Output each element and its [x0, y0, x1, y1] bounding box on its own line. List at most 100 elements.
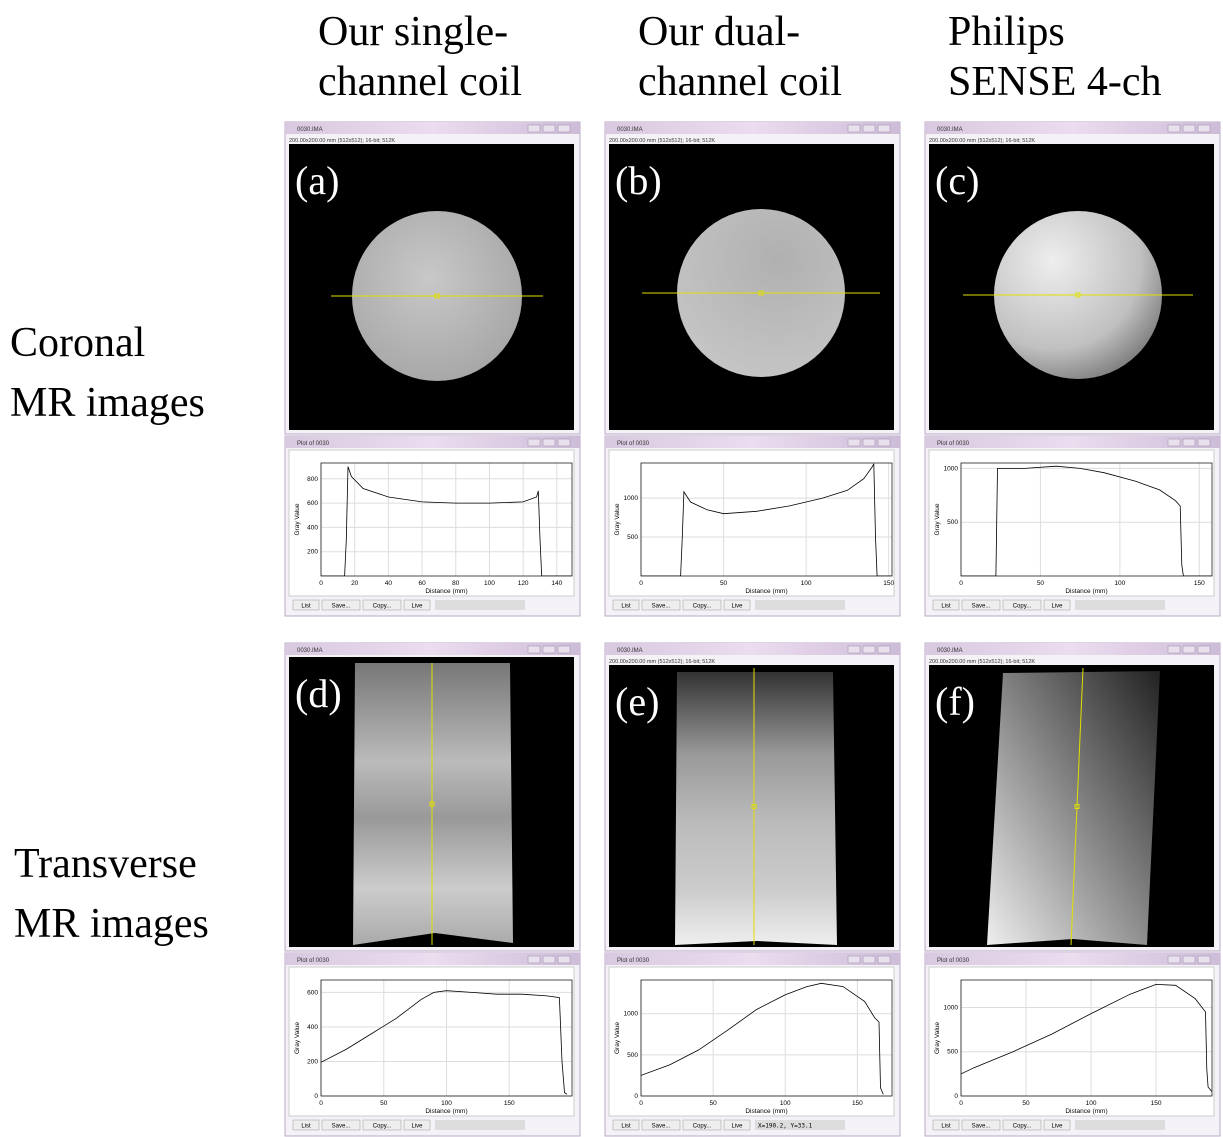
window-control — [878, 646, 890, 653]
x-tick-label: 0 — [639, 1100, 643, 1107]
panel-label: (a) — [295, 158, 339, 203]
plot-bg — [929, 967, 1214, 1116]
window-control — [878, 956, 890, 963]
plot-button-label: Save... — [652, 1124, 671, 1130]
plot-button-label: List — [941, 604, 951, 610]
column-header: channel coil — [318, 59, 522, 105]
window-control — [1198, 125, 1210, 132]
panel-label: (f) — [935, 679, 975, 724]
window-control — [848, 125, 860, 132]
figure: Our single-channel coilOur dual-channel … — [0, 0, 1223, 1137]
plot-button-label: List — [621, 1124, 631, 1130]
window-control — [558, 646, 570, 653]
row-label: Transverse — [14, 841, 197, 887]
plot-window: Plot of 00300501001505001000Distance (mm… — [925, 436, 1220, 616]
x-tick-label: 150 — [852, 1100, 863, 1107]
x-tick-label: 100 — [780, 1100, 791, 1107]
plot-button-label: List — [301, 604, 311, 610]
plot-button-label: Copy... — [373, 604, 392, 610]
x-tick-label: 20 — [351, 580, 359, 587]
y-tick-label: 200 — [307, 1058, 318, 1065]
plot-button-label: Copy... — [693, 604, 712, 610]
y-tick-label: 1000 — [624, 1011, 639, 1018]
panel-label: (c) — [935, 158, 979, 203]
plot-button-label: Save... — [972, 604, 991, 610]
y-tick-label: 1000 — [624, 495, 639, 502]
image-info: 200.00x200.00 mm (512x512); 16-bit; 512K — [289, 138, 395, 144]
y-axis-label: Gray Value — [614, 503, 621, 535]
window-control — [878, 439, 890, 446]
image-info: 200.00x200.00 mm (512x512); 16-bit; 512K — [929, 659, 1035, 665]
window-title: 0030.IMA — [937, 127, 963, 133]
plot-button-label: Copy... — [1013, 604, 1032, 610]
window-control — [1198, 439, 1210, 446]
window-control — [1168, 956, 1180, 963]
window-title: 0030.IMA — [617, 127, 643, 133]
window-title: 0030.IMA — [297, 648, 323, 654]
window-control — [863, 646, 875, 653]
image-window: 0030.IMA 200.00x200.00 mm (512x512); 16-b… — [285, 122, 580, 434]
window-title: Plot of 0030 — [937, 441, 970, 447]
y-tick-label: 0 — [954, 1093, 958, 1100]
column-header: channel coil — [638, 59, 842, 105]
panel-label: (e) — [615, 679, 659, 724]
window-title: 0030.IMA — [297, 127, 323, 133]
window-control — [543, 439, 555, 446]
x-tick-label: 60 — [418, 580, 426, 587]
x-axis-label: Distance (mm) — [745, 588, 787, 595]
window-control — [543, 956, 555, 963]
plot-button-label: Save... — [972, 1124, 991, 1130]
y-tick-label: 200 — [307, 549, 318, 556]
x-tick-label: 0 — [959, 1100, 963, 1107]
y-tick-label: 0 — [314, 1093, 318, 1100]
y-tick-label: 600 — [307, 989, 318, 996]
window-control — [1168, 646, 1180, 653]
window-control — [1168, 125, 1180, 132]
image-window: 0030.IMA200.00x200.00 mm (512x512); 16-b… — [605, 122, 900, 434]
window-control — [1198, 956, 1210, 963]
y-tick-label: 0 — [634, 1093, 638, 1100]
y-axis-label: Gray Value — [294, 503, 301, 535]
window-control — [863, 439, 875, 446]
x-axis-label: Distance (mm) — [425, 1108, 467, 1115]
image-window: 0030.IMA(d) — [285, 643, 580, 951]
status-field — [1075, 600, 1165, 610]
status-field — [435, 1120, 525, 1130]
y-tick-label: 1000 — [944, 1004, 959, 1011]
x-tick-label: 150 — [883, 580, 894, 587]
window-control — [1183, 646, 1195, 653]
window-title: Plot of 0030 — [297, 958, 330, 964]
row-label: MR images — [10, 380, 205, 426]
plot-window: Plot of 00300204060801001201402004006008… — [285, 436, 580, 616]
window-control — [558, 956, 570, 963]
phantom — [353, 663, 513, 945]
status-field — [755, 600, 845, 610]
y-tick-label: 800 — [307, 476, 318, 483]
status-text: X=190.2, Y=33.1 — [758, 1123, 813, 1130]
window-title: Plot of 0030 — [937, 958, 970, 964]
window-control — [528, 439, 540, 446]
window-title: Plot of 0030 — [617, 958, 650, 964]
window-control — [558, 439, 570, 446]
x-tick-label: 50 — [710, 1100, 718, 1107]
x-tick-label: 140 — [551, 580, 562, 587]
column-header: Philips — [948, 9, 1065, 55]
x-axis-label: Distance (mm) — [425, 588, 467, 595]
x-tick-label: 100 — [1086, 1100, 1097, 1107]
plot-bg — [289, 967, 574, 1116]
x-tick-label: 100 — [441, 1100, 452, 1107]
status-field — [435, 600, 525, 610]
y-axis-label: Gray Value — [934, 503, 941, 535]
image-info: 200.00x200.00 mm (512x512); 16-bit; 512K — [609, 659, 715, 665]
x-tick-label: 0 — [959, 580, 963, 587]
window-control — [848, 956, 860, 963]
window-control — [528, 956, 540, 963]
x-tick-label: 150 — [1194, 580, 1205, 587]
plot-button-label: List — [301, 1124, 311, 1130]
page: Our single-channel coilOur dual-channel … — [0, 0, 1223, 1137]
x-tick-label: 120 — [518, 580, 529, 587]
row-label: Coronal — [10, 320, 145, 366]
plot-bg — [929, 450, 1214, 596]
